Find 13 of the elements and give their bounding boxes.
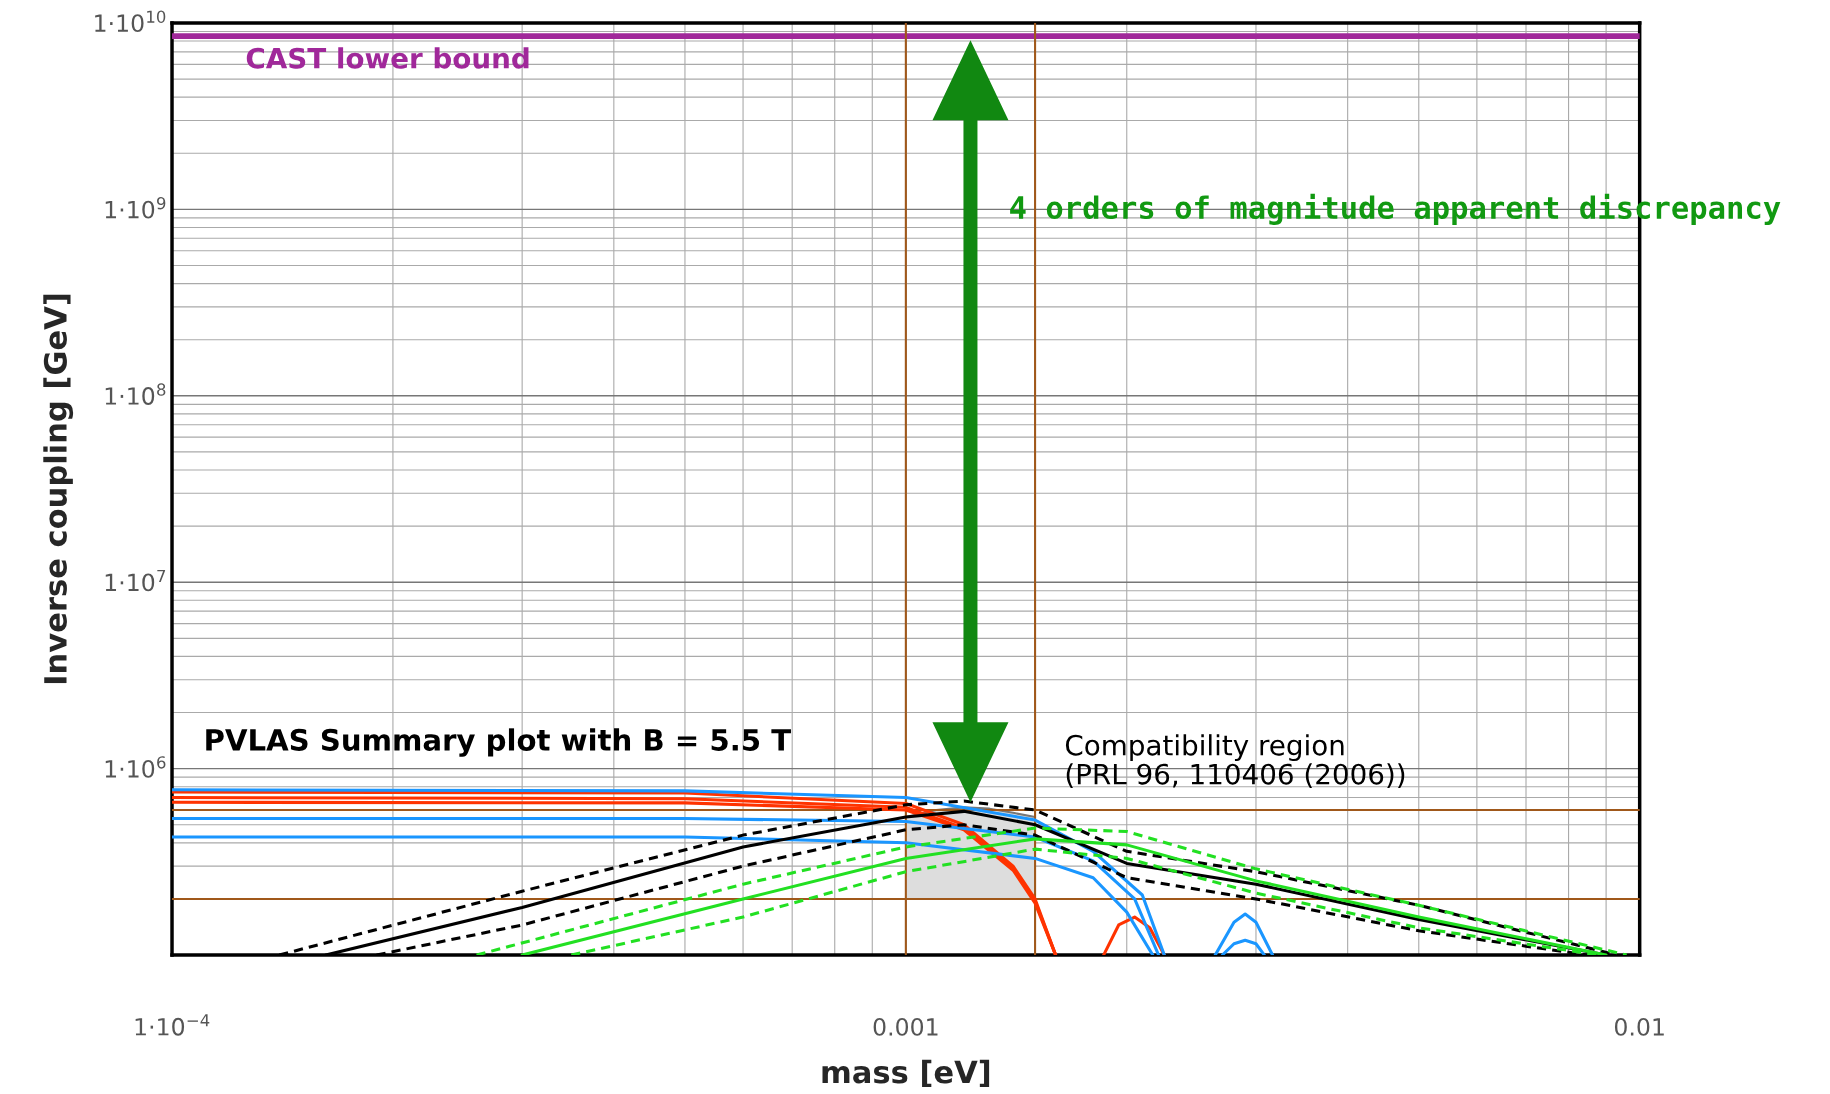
y-tick-label: 1·10$^{10}$ [95,10,166,33]
x-tick-label: 1·10$^{−4}$ [135,1014,210,1036]
x-axis-title: mass [eV] [822,1059,990,1088]
x-tick-label: 0.001 [873,1017,938,1036]
y-tick-label: 1·10$^{9}$ [105,196,166,219]
y-tick-label: 1·10$^{7}$ [105,569,166,592]
y-tick-label: 1·10$^{8}$ [105,383,166,405]
y-axis-title: Inverse coupling [GeV] [43,294,74,684]
annotation: Compatibility region (PRL 96, 110406 (2006)) [1065,734,1405,788]
ref-line-label: CAST lower bound [246,47,529,69]
x-tick-label: 0.01 [1614,1017,1664,1036]
y-tick-label: 1·10$^{6}$ [105,756,166,778]
annotation: PVLAS Summary plot with B = 5.5 T [206,728,791,757]
